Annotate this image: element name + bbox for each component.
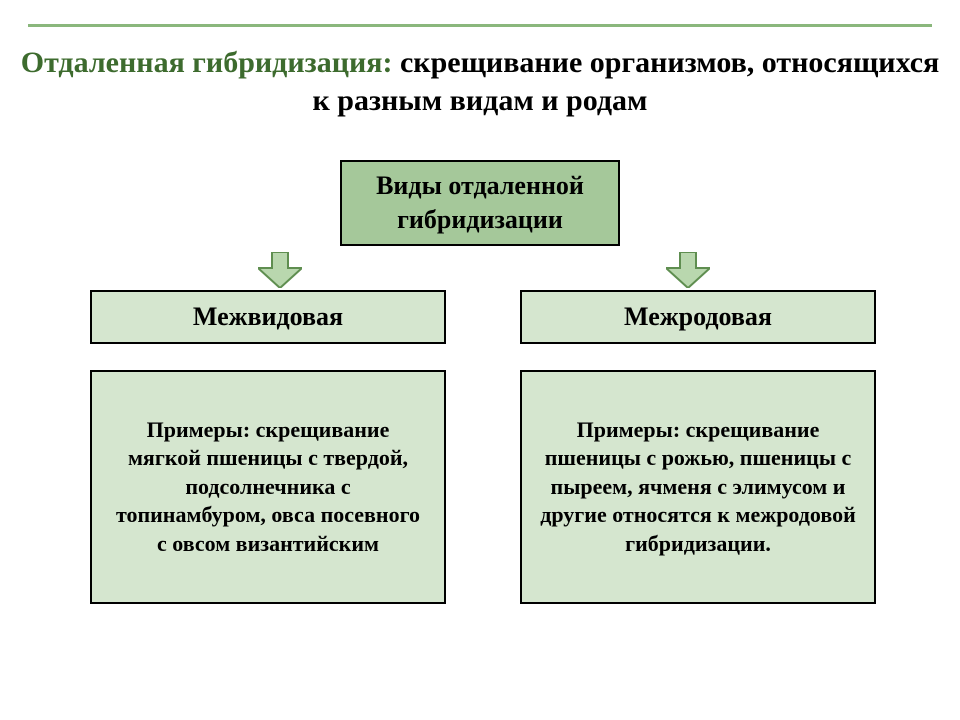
title-rest: скрещивание организмов, относящихся к ра…	[313, 46, 940, 117]
page-title: Отдаленная гибридизация: скрещивание орг…	[0, 44, 960, 119]
arrow-down-left-icon	[258, 252, 302, 288]
sub-node-left: Межвидовая	[90, 290, 446, 344]
root-label: Виды отдаленной гибридизации	[342, 169, 618, 237]
sub-left-label: Межвидовая	[193, 300, 343, 334]
root-node: Виды отдаленной гибридизации	[340, 160, 620, 246]
title-accent: Отдаленная гибридизация:	[21, 46, 393, 79]
example-right-text: Примеры: скрещивание пшеницы с рожью, пш…	[540, 416, 856, 559]
top-rule	[28, 24, 932, 27]
arrow-down-right-icon	[666, 252, 710, 288]
example-card-left: Примеры: скрещивание мягкой пшеницы с тв…	[90, 370, 446, 604]
sub-right-label: Межродовая	[624, 300, 772, 334]
example-card-right: Примеры: скрещивание пшеницы с рожью, пш…	[520, 370, 876, 604]
example-left-text: Примеры: скрещивание мягкой пшеницы с тв…	[110, 416, 426, 559]
sub-node-right: Межродовая	[520, 290, 876, 344]
